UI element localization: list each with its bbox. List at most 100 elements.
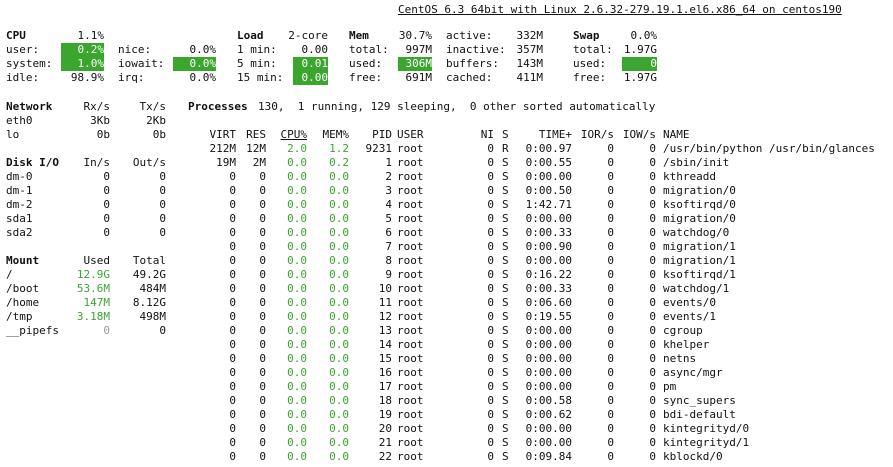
proc-iow: 0 — [649, 450, 656, 463]
load-5min-label: 5 min: — [237, 57, 277, 70]
swap-free-value: 1.97G — [623, 71, 657, 84]
proc-virt: 0 — [229, 170, 236, 183]
proc-ior: 0 — [607, 156, 614, 169]
proc-time: 0:00.00 — [525, 212, 572, 225]
proc-time: 0:00.55 — [525, 156, 572, 169]
swap-used-label: used: — [573, 57, 607, 70]
mount-used-header: Used — [83, 254, 111, 267]
proc-ior: 0 — [607, 240, 614, 253]
col-ni[interactable]: NI — [480, 128, 494, 141]
proc-pid: 16 — [378, 366, 392, 379]
proc-virt: 0 — [229, 296, 236, 309]
proc-time: 0:00.50 — [525, 184, 572, 197]
mem-used-value: 306M — [398, 57, 432, 71]
proc-state: S — [502, 352, 509, 365]
proc-user: root — [397, 296, 424, 309]
proc-name: migration/1 — [663, 240, 736, 253]
col-res[interactable]: RES — [246, 128, 266, 141]
col-time[interactable]: TIME+ — [538, 128, 572, 141]
proc-pid: 15 — [378, 352, 392, 365]
proc-cpu: 0.0 — [287, 394, 307, 407]
proc-name: netns — [663, 352, 697, 365]
proc-res: 0 — [259, 184, 266, 197]
mount-point-name: /boot — [6, 282, 40, 295]
proc-pid: 10 — [378, 282, 392, 295]
col-ior[interactable]: IOR/s — [580, 128, 614, 141]
proc-state: S — [502, 268, 509, 281]
proc-ni: 0 — [487, 394, 494, 407]
proc-pid: 11 — [378, 296, 392, 309]
proc-iow: 0 — [649, 170, 656, 183]
proc-virt: 0 — [229, 212, 236, 225]
cpu-title: CPU — [6, 29, 26, 42]
proc-time: 0:16.22 — [525, 268, 572, 281]
proc-cpu: 0.0 — [287, 366, 307, 379]
col-pid[interactable]: PID — [372, 128, 392, 141]
proc-state: S — [502, 422, 509, 435]
proc-ior: 0 — [607, 366, 614, 379]
proc-cpu: 0.0 — [287, 408, 307, 421]
proc-mem: 0.0 — [329, 226, 349, 239]
proc-mem: 0.0 — [329, 338, 349, 351]
processes-label: Processes — [188, 100, 248, 113]
mount-point-used: 53.6M — [76, 282, 110, 295]
proc-ni: 0 — [487, 380, 494, 393]
load-1min-label: 1 min: — [237, 43, 277, 56]
proc-iow: 0 — [649, 282, 656, 295]
proc-state: S — [502, 198, 509, 211]
mem-active-value: 332M — [516, 29, 544, 42]
proc-name: migration/0 — [663, 184, 736, 197]
cpu-user-value: 0.2% — [61, 43, 104, 57]
proc-name: kintegrityd/1 — [663, 436, 750, 449]
proc-virt: 0 — [229, 352, 236, 365]
col-iow[interactable]: IOW/s — [622, 128, 656, 141]
proc-res: 0 — [259, 408, 266, 421]
disk-device-out: 0 — [159, 212, 166, 225]
proc-time: 0:00.33 — [525, 226, 572, 239]
mem-active-label: active: — [446, 29, 493, 42]
proc-mem: 0.0 — [329, 268, 349, 281]
proc-virt: 0 — [229, 268, 236, 281]
cpu-iowait-value: 0.0% — [173, 57, 216, 71]
network-iface-name: eth0 — [6, 114, 33, 127]
proc-ior: 0 — [607, 170, 614, 183]
proc-ni: 0 — [487, 240, 494, 253]
proc-virt: 0 — [229, 184, 236, 197]
proc-mem: 0.0 — [329, 170, 349, 183]
proc-state: S — [502, 310, 509, 323]
mount-point-used: 12.9G — [76, 268, 110, 281]
proc-iow: 0 — [649, 366, 656, 379]
proc-pid: 12 — [378, 310, 392, 323]
proc-pid: 1 — [385, 156, 392, 169]
mem-percent: 30.7% — [398, 29, 432, 42]
proc-state: S — [502, 338, 509, 351]
proc-ior: 0 — [607, 338, 614, 351]
col-state[interactable]: S — [502, 128, 509, 141]
proc-virt: 0 — [229, 338, 236, 351]
swap-used-value: 0 — [622, 57, 657, 71]
col-name[interactable]: NAME — [663, 128, 690, 141]
col-virt[interactable]: VIRT — [209, 128, 237, 141]
load-15min-label: 15 min: — [237, 71, 284, 84]
proc-mem: 0.0 — [329, 310, 349, 323]
proc-mem: 0.0 — [329, 380, 349, 393]
proc-mem: 0.0 — [329, 366, 349, 379]
col-user[interactable]: USER — [397, 128, 424, 141]
col-mem[interactable]: MEM% — [322, 128, 350, 141]
proc-ior: 0 — [607, 352, 614, 365]
proc-mem: 0.0 — [329, 422, 349, 435]
proc-cpu: 0.0 — [287, 156, 307, 169]
proc-cpu: 0.0 — [287, 352, 307, 365]
proc-res: 0 — [259, 268, 266, 281]
col-cpu[interactable]: CPU% — [280, 128, 308, 141]
proc-name: ksoftirqd/1 — [663, 268, 736, 281]
proc-pid: 20 — [378, 422, 392, 435]
proc-user: root — [397, 422, 424, 435]
proc-ior: 0 — [607, 436, 614, 449]
proc-ior: 0 — [607, 254, 614, 267]
proc-res: 0 — [259, 366, 266, 379]
disk-device-name: dm-2 — [6, 198, 33, 211]
proc-cpu: 0.0 — [287, 282, 307, 295]
proc-name: watchdog/1 — [663, 282, 730, 295]
proc-state: S — [502, 156, 509, 169]
